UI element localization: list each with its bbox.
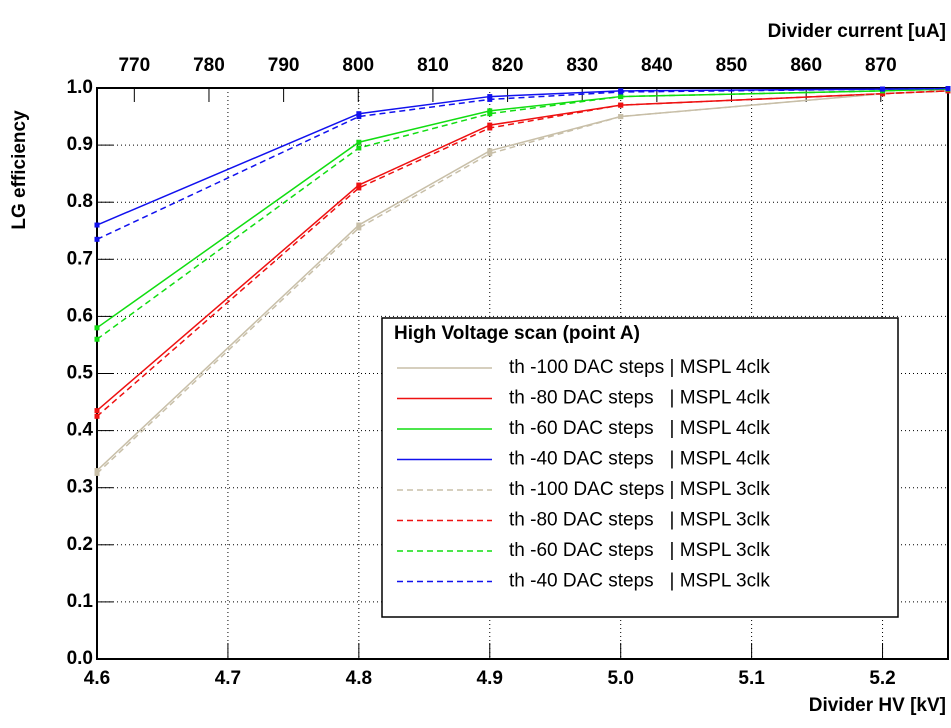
point-marker: [487, 151, 493, 157]
point-marker: [94, 413, 100, 419]
point-marker: [880, 86, 886, 92]
series-line: [96, 88, 949, 340]
point-marker: [880, 91, 886, 97]
point-marker: [356, 139, 362, 145]
y-tick-label: 0.5: [67, 363, 94, 384]
x-axis-title: Divider HV [kV]: [809, 695, 946, 716]
point-marker: [487, 111, 493, 117]
x2-tick-label: 840: [641, 55, 673, 76]
point-marker: [356, 225, 362, 231]
y-tick-label: 0.1: [67, 591, 94, 612]
x-tick-label: 4.6: [84, 668, 110, 689]
y-tick-label: 0.8: [67, 191, 93, 212]
y-tick-label: 0.7: [67, 248, 93, 269]
point-marker: [356, 222, 362, 228]
point-marker: [618, 89, 624, 95]
point-marker: [94, 468, 100, 474]
point-marker: [487, 122, 493, 128]
point-marker: [487, 148, 493, 154]
point-marker: [487, 108, 493, 114]
x-tick-label: 5.1: [738, 668, 765, 689]
series-line: [96, 90, 949, 412]
series-line: [96, 88, 949, 329]
point-marker: [487, 96, 493, 102]
y-tick-label: 0.2: [67, 534, 93, 555]
y-tick-label: 0.0: [67, 648, 93, 669]
legend-title: High Voltage scan (point A): [394, 323, 640, 344]
point-marker: [94, 408, 100, 414]
point-marker: [356, 185, 362, 191]
x2-tick-label: 800: [342, 55, 374, 76]
point-marker: [94, 236, 100, 242]
legend-label: th -80 DAC steps | MSPL 3clk: [509, 510, 770, 531]
point-marker: [618, 94, 624, 100]
legend-label: th -100 DAC steps | MSPL 3clk: [509, 479, 770, 500]
y-tick-label: 0.4: [67, 420, 94, 441]
legend-label: th -60 DAC steps | MSPL 3clk: [509, 540, 770, 561]
y-tick-label: 0.6: [67, 305, 93, 326]
point-marker: [356, 111, 362, 117]
point-marker: [94, 336, 100, 342]
legend-label: th -40 DAC steps | MSPL 3clk: [509, 571, 770, 592]
legend-label: th -40 DAC steps | MSPL 4clk: [509, 449, 770, 470]
point-marker: [618, 102, 624, 108]
x2-tick-label: 790: [268, 55, 300, 76]
x2-tick-label: 770: [118, 55, 150, 76]
legend-label: th -60 DAC steps | MSPL 4clk: [509, 418, 770, 439]
y-axis-title: LG efficiency: [9, 110, 30, 230]
point-marker: [94, 325, 100, 331]
x-tick-label: 5.0: [607, 668, 633, 689]
x2-tick-label: 870: [865, 55, 897, 76]
x2-tick-label: 860: [790, 55, 822, 76]
legend-label: th -80 DAC steps | MSPL 4clk: [509, 388, 770, 409]
point-marker: [618, 114, 624, 120]
series-line: [96, 87, 949, 240]
point-marker: [487, 94, 493, 100]
x-tick-label: 5.2: [869, 668, 895, 689]
x2-axis-title: Divider current [uA]: [768, 21, 946, 42]
legend-label: th -100 DAC steps | MSPL 4clk: [509, 357, 770, 378]
x-tick-label: 4.9: [477, 668, 503, 689]
x2-tick-label: 830: [566, 55, 598, 76]
x2-tick-label: 780: [193, 55, 225, 76]
x2-tick-label: 850: [716, 55, 748, 76]
point-marker: [94, 470, 100, 476]
y-tick-label: 1.0: [67, 77, 93, 98]
x2-tick-label: 810: [417, 55, 449, 76]
x-tick-label: 4.8: [346, 668, 372, 689]
point-marker: [356, 182, 362, 188]
point-marker: [945, 86, 951, 92]
x-tick-label: 4.7: [215, 668, 241, 689]
point-marker: [487, 125, 493, 131]
y-tick-label: 0.9: [67, 134, 93, 155]
point-marker: [356, 145, 362, 151]
point-marker: [356, 114, 362, 120]
point-marker: [94, 222, 100, 228]
y-tick-label: 0.3: [67, 477, 93, 498]
x2-tick-label: 820: [492, 55, 524, 76]
